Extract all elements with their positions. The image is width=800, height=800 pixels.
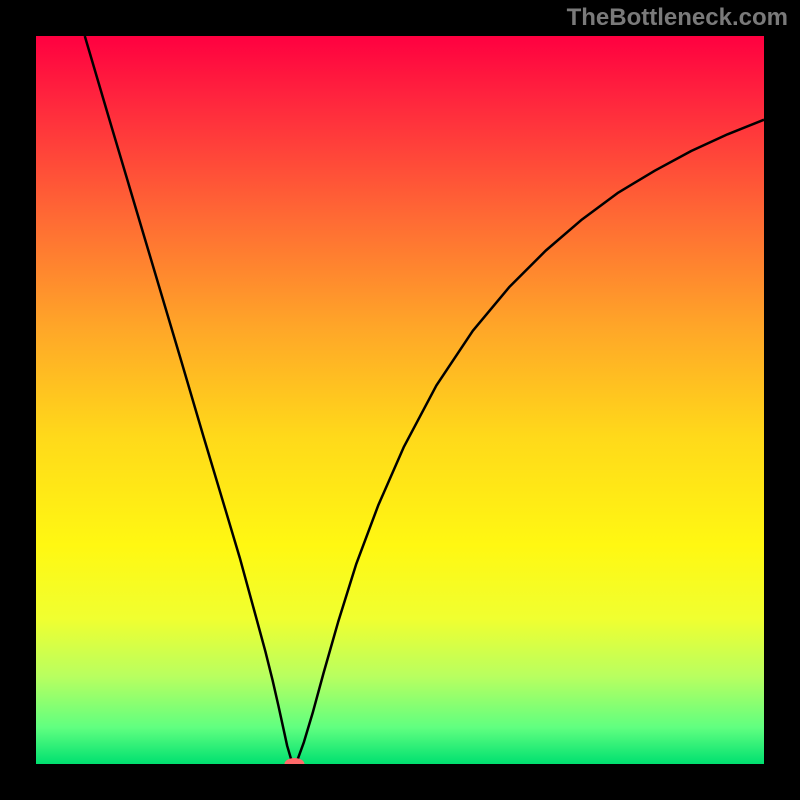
plot-area: [36, 36, 764, 764]
watermark-text: TheBottleneck.com: [567, 4, 788, 32]
gradient-background: [36, 36, 764, 764]
chart-svg: [36, 36, 764, 764]
chart-container: TheBottleneck.com: [0, 0, 800, 800]
